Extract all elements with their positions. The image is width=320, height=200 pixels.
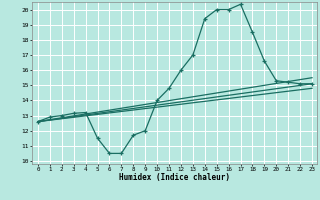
X-axis label: Humidex (Indice chaleur): Humidex (Indice chaleur) (119, 173, 230, 182)
